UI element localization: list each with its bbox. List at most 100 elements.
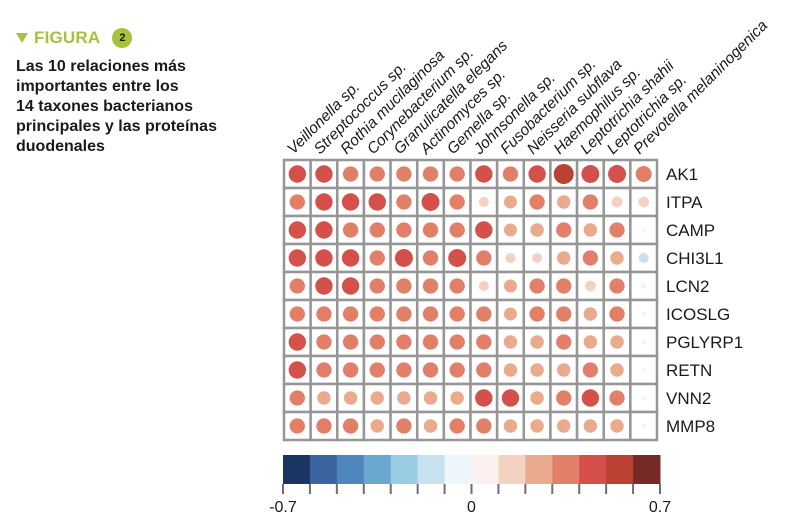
correlation-dot (529, 278, 545, 294)
correlation-dot (288, 221, 307, 239)
correlation-dot (396, 334, 412, 350)
correlation-dot (641, 311, 646, 317)
correlation-dot (530, 419, 544, 433)
correlation-dot (422, 306, 439, 322)
correlation-dot (397, 391, 411, 405)
correlation-dot (341, 277, 360, 295)
correlation-dot (449, 306, 465, 322)
colorbar-bin (579, 455, 607, 484)
correlation-dot (289, 418, 305, 434)
correlation-dot (532, 252, 543, 264)
correlation-dot (503, 363, 518, 377)
correlation-dot (421, 193, 440, 211)
correlation-dot (370, 419, 384, 433)
row-label: RETN (666, 361, 712, 380)
correlation-dot (582, 362, 599, 378)
correlation-dot (583, 223, 598, 237)
colorbar-tick-label: 0 (467, 499, 476, 516)
correlation-dot (369, 362, 385, 378)
correlation-dot (503, 335, 518, 349)
correlation-dot (502, 166, 519, 182)
correlation-dot (422, 250, 439, 266)
correlation-dot (476, 334, 492, 350)
correlation-dot (581, 165, 600, 183)
correlation-dot (422, 222, 439, 238)
heatmap-cell (469, 214, 499, 246)
correlation-dot (528, 165, 546, 183)
correlation-dot (581, 389, 600, 407)
correlation-dot (317, 391, 331, 405)
correlation-dot (289, 306, 305, 322)
colorbar-tick-label: -0.7 (269, 499, 297, 516)
correlation-dot (341, 249, 360, 267)
colorbar-bin (498, 455, 526, 484)
figure-number-badge: 2 (112, 28, 133, 48)
correlation-dot (342, 306, 359, 322)
correlation-dot (583, 419, 598, 433)
correlation-dot (530, 223, 544, 237)
correlation-dot (449, 278, 465, 294)
colorbar-bin (525, 455, 553, 484)
correlation-dot (288, 333, 307, 351)
correlation-dot (530, 335, 544, 349)
correlation-dot (450, 391, 464, 405)
correlation-dot (449, 418, 465, 434)
correlation-dot (638, 196, 650, 208)
correlation-dot (556, 222, 572, 238)
correlation-dot (369, 334, 385, 350)
correlation-dot (370, 391, 384, 405)
correlation-dot (641, 228, 646, 232)
correlation-dot (476, 306, 492, 322)
correlation-dot (315, 165, 333, 183)
row-label: ICOSLG (666, 305, 730, 324)
correlation-dot (422, 334, 439, 350)
colorbar-bin (471, 455, 499, 484)
correlation-dot (609, 306, 625, 322)
correlation-dot (557, 363, 571, 377)
correlation-dot (396, 362, 412, 378)
correlation-dot (611, 196, 623, 208)
correlation-dot (503, 419, 518, 433)
correlation-dot (394, 249, 413, 267)
correlation-dot (396, 194, 412, 210)
correlation-dot (476, 418, 492, 434)
correlation-dot (288, 361, 307, 379)
correlation-dot (475, 389, 493, 407)
correlation-dot (422, 362, 439, 378)
row-label: CHI3L1 (666, 249, 724, 268)
row-label: LCN2 (666, 277, 709, 296)
colorbar-bin (633, 455, 661, 484)
correlation-dot (505, 252, 516, 264)
correlation-dot (609, 278, 625, 294)
correlation-dot (556, 306, 572, 322)
correlation-dot (610, 335, 624, 349)
figure-label: FIGURA (34, 28, 101, 47)
colorbar-bin (444, 455, 472, 484)
correlation-dot (422, 166, 439, 182)
correlation-dot (343, 391, 358, 405)
correlation-dot (557, 251, 571, 265)
correlation-dot (315, 193, 333, 211)
correlation-dot (449, 194, 465, 210)
correlation-dot (342, 418, 359, 434)
correlation-dot (503, 307, 517, 321)
correlation-dot (423, 391, 438, 405)
correlation-dot (315, 277, 333, 295)
correlation-dot (396, 222, 412, 238)
correlation-dot (638, 252, 649, 264)
correlation-dot (475, 221, 493, 239)
correlation-dot (478, 280, 489, 292)
correlation-dot (530, 391, 544, 405)
correlation-dot (553, 163, 574, 185)
colorbar-bin (417, 455, 446, 484)
correlation-dot (341, 193, 360, 211)
correlation-dot (369, 250, 385, 266)
correlation-dot (396, 166, 412, 182)
colorbar-bin (552, 455, 580, 484)
correlation-dot (342, 166, 359, 182)
row-label: PGLYRP1 (666, 333, 743, 352)
correlation-dot (448, 249, 467, 267)
correlation-dot (640, 283, 647, 289)
correlation-dot (289, 278, 305, 294)
